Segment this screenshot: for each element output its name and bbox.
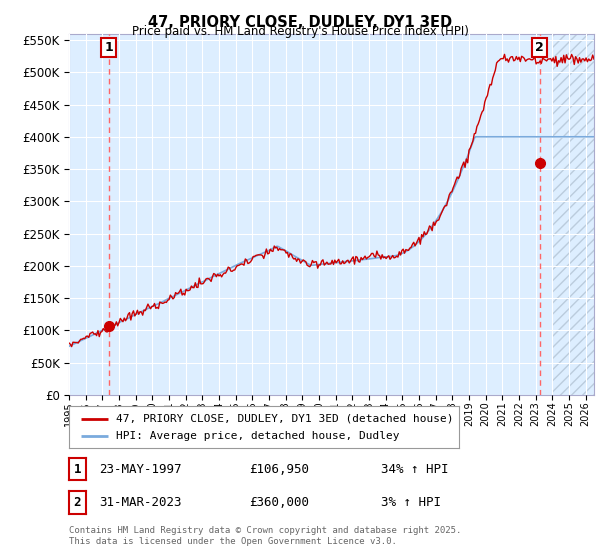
Text: 3% ↑ HPI: 3% ↑ HPI (381, 496, 441, 509)
Text: 1: 1 (104, 41, 113, 54)
Text: Contains HM Land Registry data © Crown copyright and database right 2025.
This d: Contains HM Land Registry data © Crown c… (69, 526, 461, 546)
Text: 31-MAR-2023: 31-MAR-2023 (99, 496, 182, 509)
Text: 47, PRIORY CLOSE, DUDLEY, DY1 3ED: 47, PRIORY CLOSE, DUDLEY, DY1 3ED (148, 15, 452, 30)
Text: 1: 1 (74, 463, 81, 476)
Bar (553, 34, 594, 395)
Text: HPI: Average price, detached house, Dudley: HPI: Average price, detached house, Dudl… (116, 431, 400, 441)
Text: 23-MAY-1997: 23-MAY-1997 (99, 463, 182, 476)
Text: 2: 2 (535, 41, 544, 54)
Text: 34% ↑ HPI: 34% ↑ HPI (381, 463, 449, 476)
Text: £106,950: £106,950 (249, 463, 309, 476)
Text: £360,000: £360,000 (249, 496, 309, 509)
Text: 47, PRIORY CLOSE, DUDLEY, DY1 3ED (detached house): 47, PRIORY CLOSE, DUDLEY, DY1 3ED (detac… (116, 414, 454, 423)
Text: Price paid vs. HM Land Registry's House Price Index (HPI): Price paid vs. HM Land Registry's House … (131, 25, 469, 38)
Text: 2: 2 (74, 496, 81, 509)
